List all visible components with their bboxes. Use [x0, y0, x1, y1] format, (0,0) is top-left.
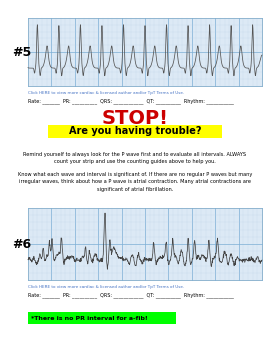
Text: #5: #5	[12, 46, 31, 58]
Bar	[48, 125, 222, 138]
Text: Rate: _______  PR: __________  QRS: ____________  QT: __________  Rhythm: ______: Rate: _______ PR: __________ QRS: ______…	[28, 98, 234, 104]
Bar	[28, 312, 176, 324]
Bar	[28, 18, 262, 86]
Text: STOP!: STOP!	[102, 108, 168, 127]
Text: Know what each wave and interval is significant of. If there are no regular P wa: Know what each wave and interval is sign…	[18, 172, 252, 192]
Text: Are you having trouble?: Are you having trouble?	[69, 126, 201, 136]
Text: Click HERE to view more cardiac & licensed author and/or TpT Terms of Use.: Click HERE to view more cardiac & licens…	[28, 91, 184, 95]
Text: Rate: _______  PR: __________  QRS: ____________  QT: __________  Rhythm: ______: Rate: _______ PR: __________ QRS: ______…	[28, 292, 234, 298]
Text: *There is no PR interval for a-fib!: *There is no PR interval for a-fib!	[31, 315, 148, 321]
Text: #6: #6	[12, 238, 31, 251]
Text: Remind yourself to always look for the P wave first and to evaluate all interval: Remind yourself to always look for the P…	[23, 152, 247, 164]
Text: Click HERE to view more cardiac & licensed author and/or TpT Terms of Use.: Click HERE to view more cardiac & licens…	[28, 285, 184, 289]
Bar	[28, 208, 262, 280]
